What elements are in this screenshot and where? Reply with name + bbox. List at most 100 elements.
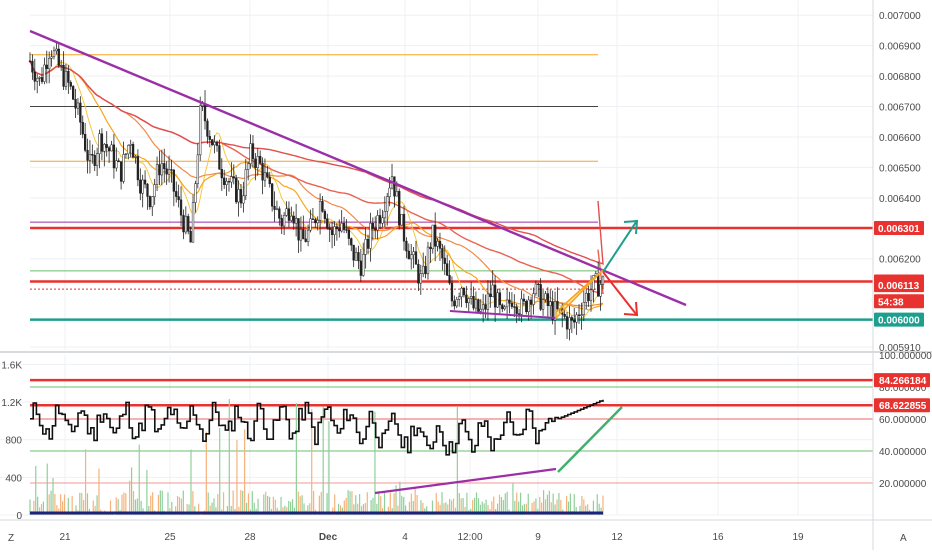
support-trendline	[449, 310, 557, 319]
candle-body	[249, 143, 252, 164]
candle-body	[191, 202, 195, 243]
candle-body	[218, 145, 221, 170]
price-tick-label: 0.006800	[879, 72, 921, 83]
candle-body	[127, 145, 130, 155]
candle-body	[199, 105, 202, 156]
candle-body	[105, 144, 108, 148]
candle-body	[119, 161, 123, 182]
candle-body	[316, 219, 319, 224]
candle-body	[79, 102, 82, 123]
candle-body	[76, 102, 80, 109]
arrow-down-head	[623, 301, 639, 317]
candle-body	[110, 144, 113, 152]
candle-body	[388, 187, 391, 197]
candle-body	[314, 219, 317, 224]
candle-body	[318, 201, 322, 221]
candle-body	[280, 218, 283, 227]
candle-body	[486, 293, 490, 310]
candle-body	[148, 196, 152, 208]
candle-body	[297, 218, 300, 241]
candle-body	[587, 293, 590, 301]
candle-body	[287, 208, 291, 221]
oscillator-panel[interactable]	[29, 378, 873, 515]
candle-body	[527, 299, 530, 313]
candle-body	[203, 103, 207, 122]
candle-body	[273, 205, 276, 210]
candle-body	[172, 169, 175, 192]
candle-body	[103, 144, 106, 152]
candle-body	[304, 238, 307, 242]
oscillator-drawings[interactable]	[374, 406, 623, 495]
candle-body	[45, 64, 48, 69]
volume-bars	[29, 399, 604, 515]
price-tick-label: 0.006700	[879, 103, 921, 114]
candle-body	[556, 301, 559, 310]
price-tag-label: 0.006301	[878, 224, 920, 235]
candle-body	[177, 196, 180, 201]
candle-body	[239, 189, 243, 204]
candle-body	[232, 176, 235, 179]
candle-body	[227, 181, 231, 183]
osc-left-tick-label: 0	[16, 511, 22, 522]
candle-body	[508, 299, 511, 304]
price-tag-bg	[874, 294, 924, 309]
candle-body	[431, 224, 434, 250]
candle-body	[160, 163, 164, 176]
corner-label-right[interactable]: A	[900, 533, 907, 544]
price-tag-bg	[874, 278, 924, 293]
candle-body	[383, 210, 386, 219]
candle-body	[491, 284, 494, 297]
candle-body	[369, 223, 372, 249]
candle-body	[362, 254, 365, 276]
candle-body	[364, 238, 367, 255]
candle-body	[539, 284, 542, 310]
candle-body	[294, 218, 298, 224]
osc-right-tick-label: 100.000000	[879, 351, 932, 362]
candle-body	[436, 241, 439, 247]
osc-right-tick-label: 80.000000	[879, 383, 927, 394]
drawing-tools[interactable]	[29, 29, 687, 320]
candle-body	[72, 86, 75, 100]
price-tick-label: 0.005910	[879, 343, 921, 354]
time-tick-label: 21	[59, 532, 71, 543]
oscillator-axis-right[interactable]: 100.000000 80.000000 60.000000 40.000000 20.…	[879, 351, 932, 490]
candle-body	[448, 275, 451, 284]
candle-body	[146, 183, 149, 197]
candle-body	[237, 189, 240, 203]
candle-body	[455, 299, 458, 307]
candle-body	[450, 282, 454, 302]
candle-body	[393, 176, 396, 197]
candle-body	[513, 306, 516, 308]
price-tag-bg	[874, 312, 924, 327]
candle-body	[244, 169, 247, 197]
time-tick-label: 19	[792, 532, 804, 543]
candle-body	[537, 283, 540, 285]
price-axis[interactable]: 0.007000 0.006900 0.006800 0.006700 0.006600…	[879, 11, 921, 354]
candle-body	[570, 317, 573, 321]
candle-body	[426, 246, 430, 275]
time-tick-label: 12:00	[457, 532, 482, 543]
candle-body	[220, 169, 223, 179]
osc-tag-bg	[874, 373, 930, 388]
candle-body	[57, 48, 60, 66]
candle-body	[414, 251, 418, 265]
time-tick-label: 16	[712, 532, 724, 543]
oscillator-levels	[30, 378, 873, 484]
candle-body	[503, 306, 506, 310]
price-panel[interactable]	[28, 29, 873, 341]
candle-body	[422, 265, 425, 274]
candle-body	[410, 254, 413, 260]
candle-body	[129, 144, 132, 146]
candle-body	[342, 223, 346, 230]
corner-label-left[interactable]: Z	[8, 533, 14, 544]
candle-body	[549, 301, 552, 307]
candle-body	[333, 226, 336, 235]
candle-body	[43, 64, 46, 82]
candle-body	[376, 215, 379, 231]
time-axis[interactable]: 21 25 28 Dec 4 12:00 9 12 16 19	[59, 532, 804, 543]
candle-body	[522, 298, 526, 302]
candle-body	[575, 314, 578, 323]
candle-body	[266, 172, 269, 178]
candle-body	[155, 164, 159, 185]
